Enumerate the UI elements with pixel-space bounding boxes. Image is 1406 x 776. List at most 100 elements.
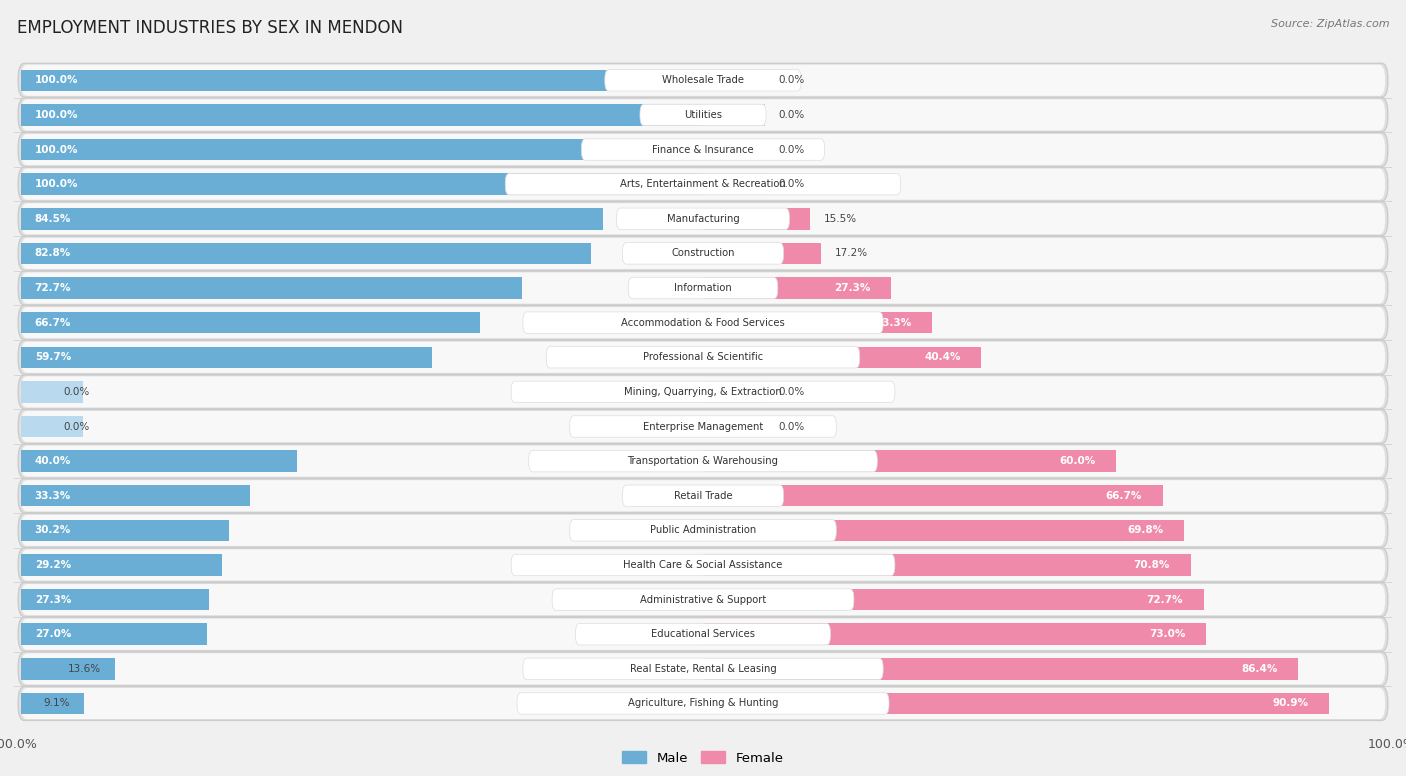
Bar [21,589,209,611]
Bar [703,347,981,368]
Text: 27.3%: 27.3% [35,594,72,605]
Bar [703,589,1204,611]
Text: 0.0%: 0.0% [779,110,806,120]
FancyBboxPatch shape [21,584,1385,615]
Bar [703,312,932,334]
Text: 0.0%: 0.0% [63,421,90,431]
Bar [703,208,810,230]
FancyBboxPatch shape [569,520,837,541]
Text: 15.5%: 15.5% [824,213,856,223]
Bar [703,658,1298,680]
Text: 86.4%: 86.4% [1241,663,1278,674]
Text: Wholesale Trade: Wholesale Trade [662,75,744,85]
Text: 66.7%: 66.7% [1105,490,1142,501]
Bar [703,277,891,299]
Bar [21,70,710,91]
Text: Finance & Insurance: Finance & Insurance [652,144,754,154]
Text: Construction: Construction [671,248,735,258]
FancyBboxPatch shape [18,306,1388,340]
Text: Transportation & Warehousing: Transportation & Warehousing [627,456,779,466]
FancyBboxPatch shape [21,237,1385,269]
FancyBboxPatch shape [640,104,766,126]
FancyBboxPatch shape [18,652,1388,686]
Bar [21,139,710,161]
FancyBboxPatch shape [18,514,1388,547]
Bar [703,450,1116,472]
FancyBboxPatch shape [21,99,1385,130]
Bar [21,243,592,264]
Bar [21,658,115,680]
Bar [703,243,821,264]
FancyBboxPatch shape [18,410,1388,443]
FancyBboxPatch shape [18,479,1388,513]
Bar [21,623,207,645]
Bar [21,312,481,334]
Text: Utilities: Utilities [683,110,723,120]
Text: Arts, Entertainment & Recreation: Arts, Entertainment & Recreation [620,179,786,189]
FancyBboxPatch shape [18,202,1388,236]
FancyBboxPatch shape [21,203,1385,234]
Text: 69.8%: 69.8% [1128,525,1163,535]
Text: 60.0%: 60.0% [1060,456,1095,466]
FancyBboxPatch shape [18,617,1388,651]
Text: EMPLOYMENT INDUSTRIES BY SEX IN MENDON: EMPLOYMENT INDUSTRIES BY SEX IN MENDON [17,19,404,37]
Text: 0.0%: 0.0% [63,387,90,397]
FancyBboxPatch shape [21,307,1385,338]
FancyBboxPatch shape [605,70,801,91]
Text: 27.0%: 27.0% [35,629,72,639]
Bar [703,70,765,91]
Text: 40.0%: 40.0% [35,456,72,466]
FancyBboxPatch shape [21,514,1385,546]
Text: Information: Information [673,283,733,293]
Text: 72.7%: 72.7% [1147,594,1184,605]
FancyBboxPatch shape [18,133,1388,167]
Text: 66.7%: 66.7% [35,317,72,327]
Text: Accommodation & Food Services: Accommodation & Food Services [621,317,785,327]
FancyBboxPatch shape [21,688,1385,719]
Text: 82.8%: 82.8% [35,248,70,258]
FancyBboxPatch shape [18,98,1388,132]
Text: 9.1%: 9.1% [44,698,70,708]
Text: 100.0%: 100.0% [35,110,79,120]
Text: Health Care & Social Assistance: Health Care & Social Assistance [623,560,783,570]
FancyBboxPatch shape [21,653,1385,684]
Bar [21,416,83,437]
FancyBboxPatch shape [523,312,883,334]
FancyBboxPatch shape [21,376,1385,407]
FancyBboxPatch shape [18,271,1388,305]
FancyBboxPatch shape [569,416,837,437]
Bar [21,693,83,714]
Bar [703,104,765,126]
Text: 70.8%: 70.8% [1133,560,1170,570]
Bar [703,381,765,403]
FancyBboxPatch shape [21,341,1385,372]
Bar [703,554,1191,576]
Text: Retail Trade: Retail Trade [673,490,733,501]
FancyBboxPatch shape [18,64,1388,97]
Bar [21,208,603,230]
Bar [21,104,710,126]
Text: 30.2%: 30.2% [35,525,70,535]
FancyBboxPatch shape [18,687,1388,720]
Bar [703,139,765,161]
Text: 84.5%: 84.5% [35,213,72,223]
Text: 100.0%: 100.0% [35,144,79,154]
FancyBboxPatch shape [512,554,894,576]
FancyBboxPatch shape [18,341,1388,374]
FancyBboxPatch shape [18,583,1388,617]
FancyBboxPatch shape [623,243,783,264]
Text: 13.6%: 13.6% [67,663,101,674]
FancyBboxPatch shape [628,277,778,299]
Text: 59.7%: 59.7% [35,352,70,362]
Bar [21,485,250,507]
Text: 33.3%: 33.3% [876,317,911,327]
FancyBboxPatch shape [21,618,1385,650]
Text: Agriculture, Fishing & Hunting: Agriculture, Fishing & Hunting [627,698,779,708]
Text: Administrative & Support: Administrative & Support [640,594,766,605]
FancyBboxPatch shape [21,134,1385,165]
FancyBboxPatch shape [18,444,1388,478]
Bar [703,693,1329,714]
Text: Enterprise Management: Enterprise Management [643,421,763,431]
FancyBboxPatch shape [21,480,1385,511]
FancyBboxPatch shape [517,693,889,714]
